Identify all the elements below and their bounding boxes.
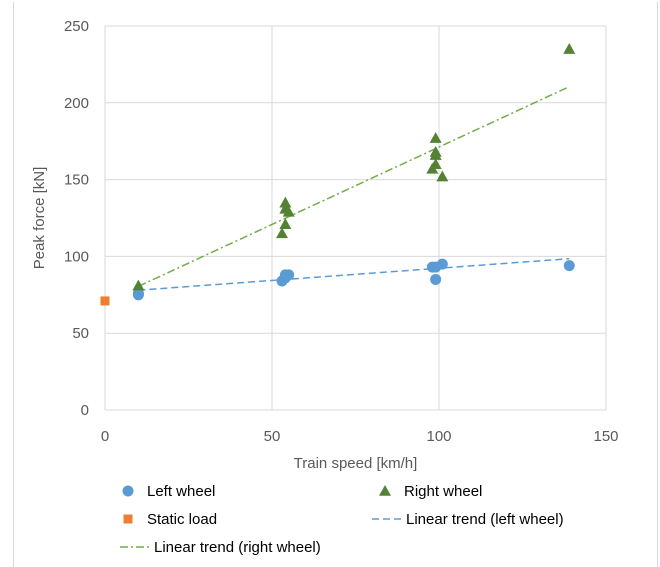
data-point <box>132 279 145 291</box>
data-point <box>279 218 292 229</box>
legend-label: Right wheel <box>404 483 482 500</box>
trendline <box>138 257 570 291</box>
y-tick-label: 150 <box>64 172 89 189</box>
data-point <box>430 273 442 285</box>
data-point <box>563 43 576 54</box>
y-tick-label: 50 <box>72 325 89 342</box>
data-point <box>279 196 292 208</box>
legend-marker-swatch <box>379 485 391 496</box>
legend: Left wheel Right wheel Static load Linear t… <box>120 483 564 556</box>
y-tick-label: 250 <box>64 18 89 35</box>
x-tick-label: 150 <box>593 428 618 445</box>
legend-label: Linear trend (right wheel) <box>154 539 321 556</box>
data-point <box>563 260 575 272</box>
data-point <box>276 227 289 239</box>
data-point <box>132 287 144 299</box>
data-points <box>100 43 576 306</box>
data-point <box>100 296 110 306</box>
legend-marker-swatch <box>122 485 134 497</box>
legend-label: Static load <box>147 511 217 528</box>
grid <box>104 25 607 411</box>
data-point <box>436 258 448 270</box>
legend-marker-swatch <box>123 514 133 524</box>
data-point <box>279 272 291 284</box>
legend-label: Linear trend (left wheel) <box>406 511 564 528</box>
legend-label: Left wheel <box>147 483 215 500</box>
tick-labels: 0 50 100 150 200 250 0 50 100 150 <box>64 18 619 445</box>
data-point <box>282 205 295 217</box>
chart-frame <box>13 2 658 567</box>
data-point <box>429 132 442 143</box>
y-axis-title: Peak force [kN] <box>31 167 48 270</box>
y-tick-label: 100 <box>64 248 89 265</box>
y-tick-label: 0 <box>81 402 89 419</box>
trendline <box>138 85 570 288</box>
data-point <box>429 149 442 160</box>
trendlines <box>138 85 570 291</box>
data-point <box>436 170 449 182</box>
data-point <box>429 158 442 170</box>
x-tick-label: 0 <box>101 428 109 445</box>
x-tick-label: 50 <box>264 428 281 445</box>
y-tick-label: 200 <box>64 95 89 112</box>
x-tick-label: 100 <box>426 428 451 445</box>
x-axis-title: Train speed [km/h] <box>294 455 418 472</box>
